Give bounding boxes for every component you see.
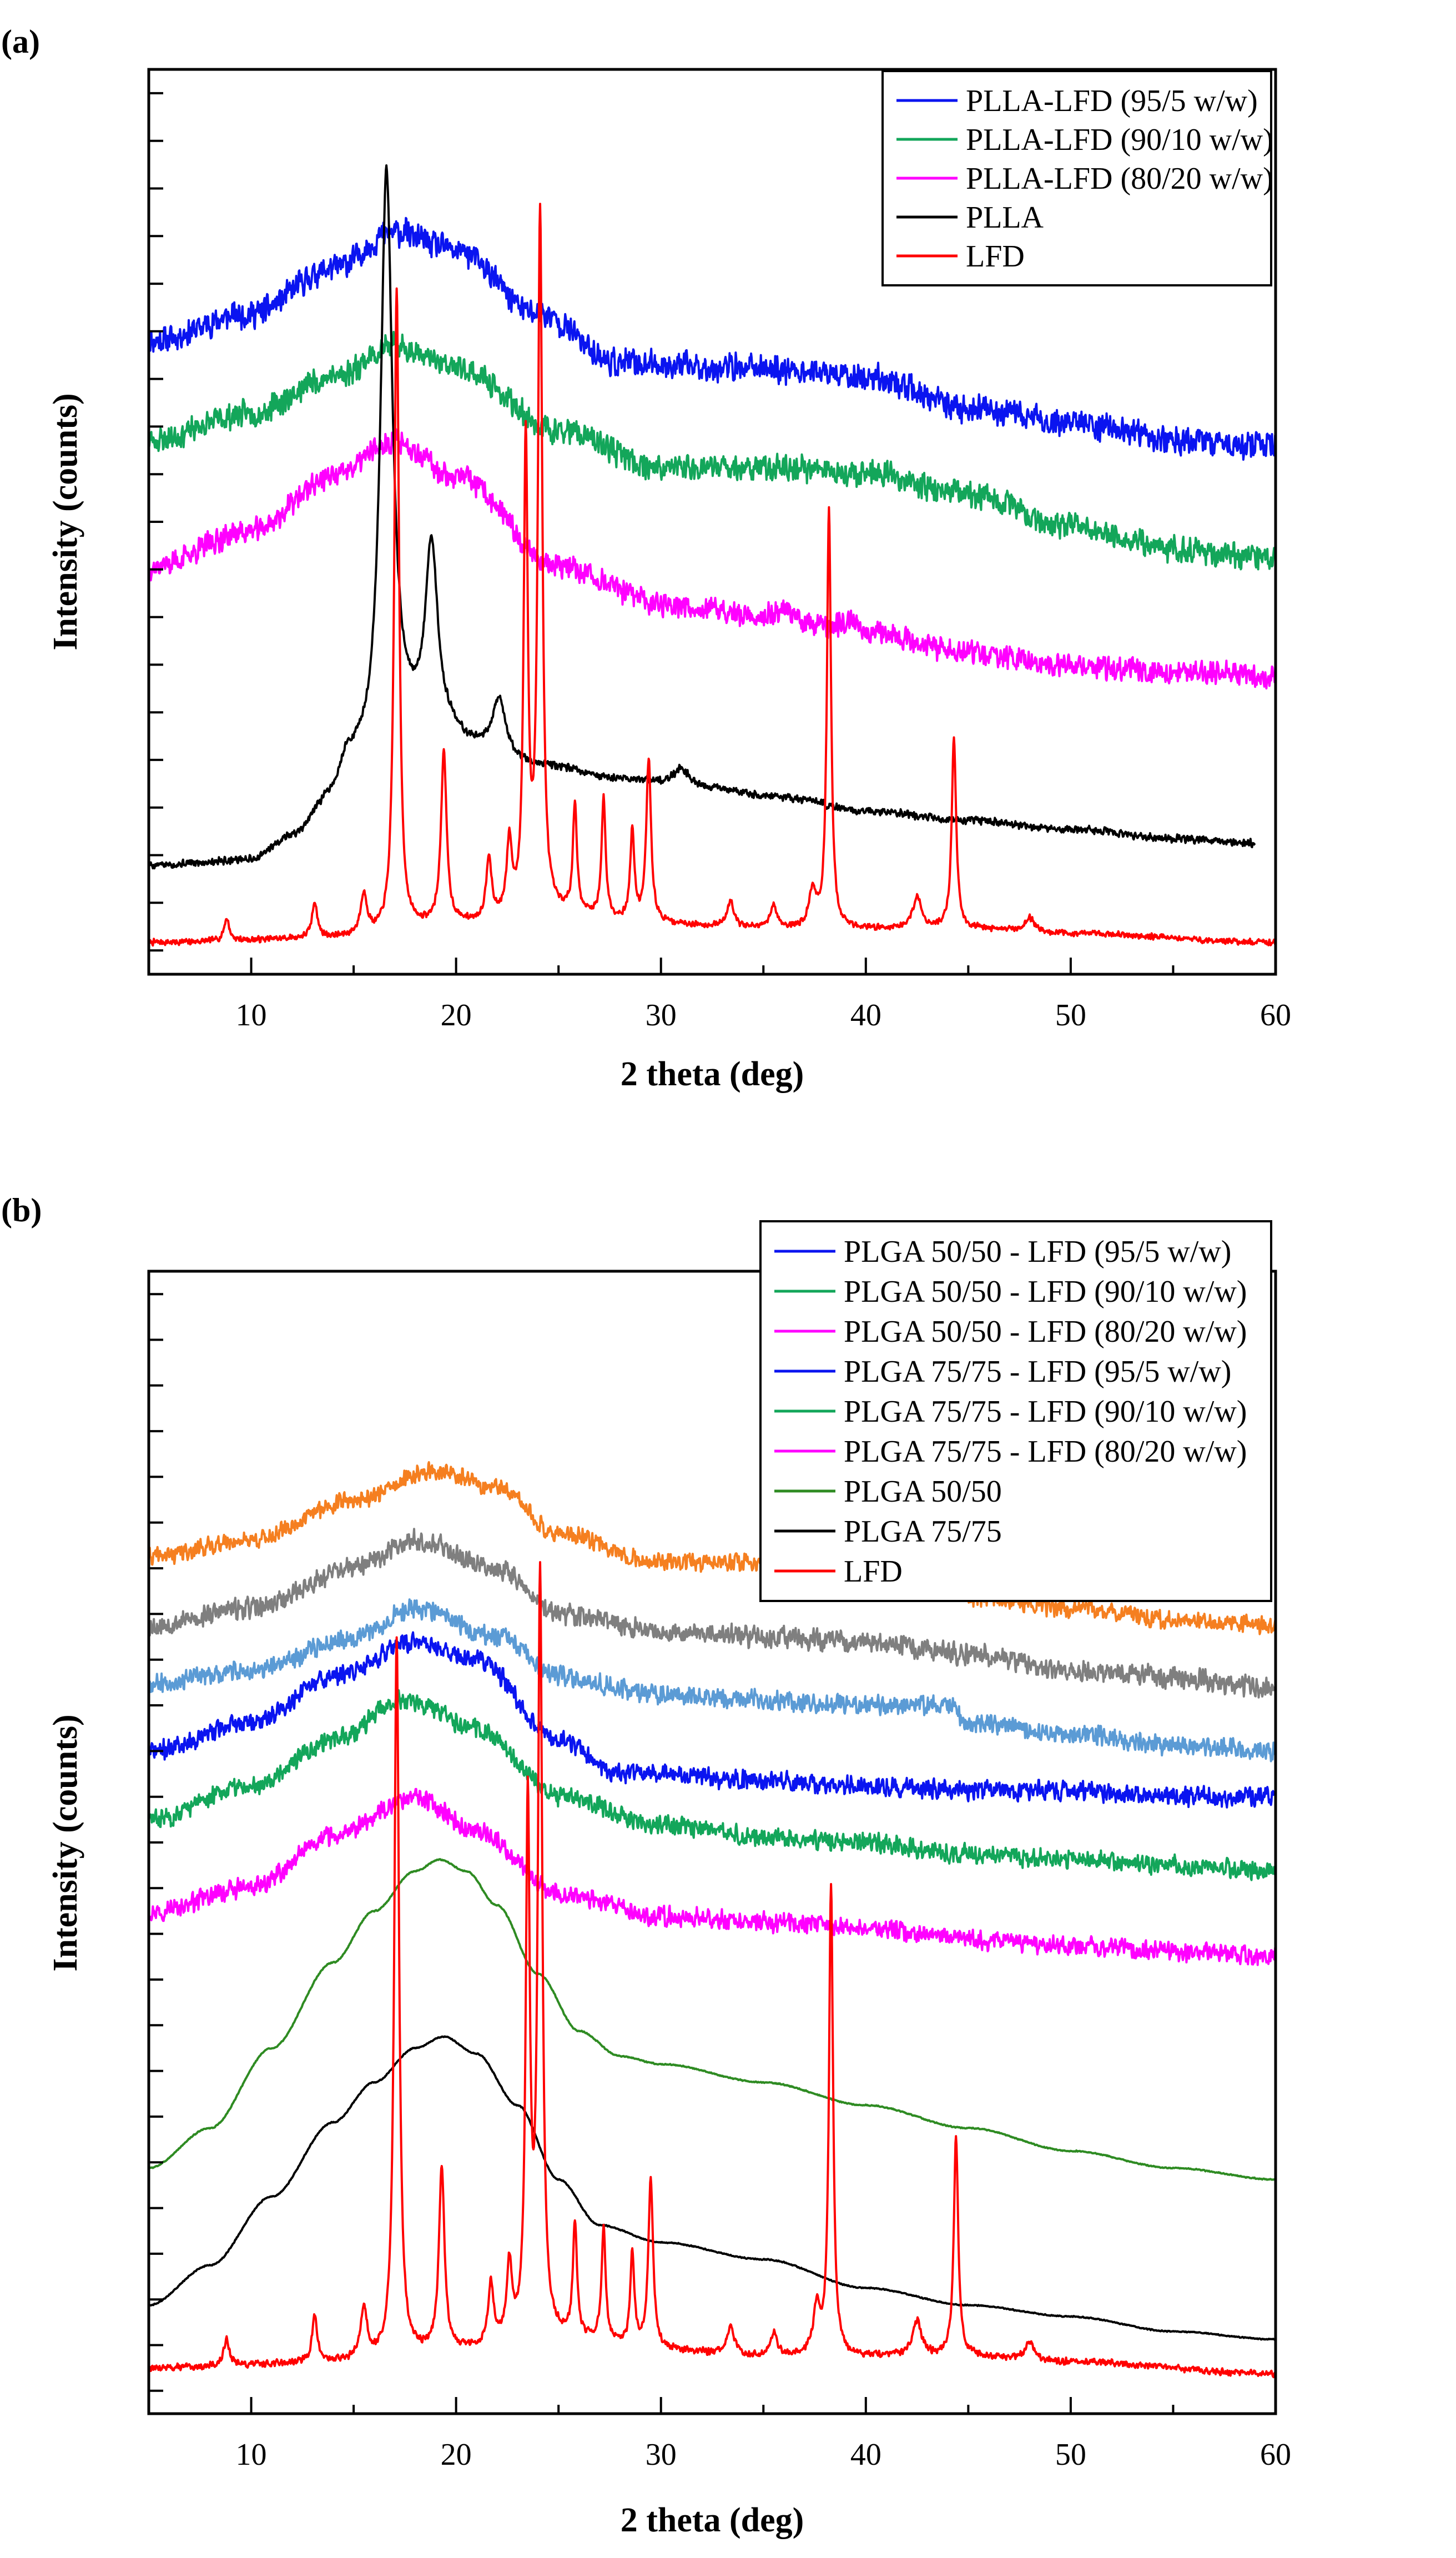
series-line-plga-75-75 bbox=[148, 2035, 1277, 2342]
panel-b-legend: PLGA 50/50 - LFD (95/5 w/w) PLGA 50/50 - … bbox=[759, 1220, 1272, 1602]
x-tick-label: 50 bbox=[1055, 2438, 1086, 2472]
x-tick-label: 60 bbox=[1260, 998, 1291, 1033]
series-line-lfd bbox=[148, 203, 1277, 947]
series-line-plga-75-75-lfd-95-5-w-w bbox=[148, 1631, 1277, 1809]
x-tick-label: 40 bbox=[850, 998, 881, 1033]
x-tick-label: 10 bbox=[236, 998, 267, 1033]
panel-a-y-axis-title: Intensity (counts) bbox=[47, 393, 84, 650]
panel-a-chart: (a) 10 20 30 40 50 60 2 theta (deg) Intensity… bbox=[1, 23, 1291, 1093]
legend-label-lfd: LFD bbox=[966, 239, 1025, 274]
panel-a-label: (a) bbox=[1, 23, 40, 60]
legend-label-plla-lfd-80-20-w-w: PLLA-LFD (80/20 w/w) bbox=[966, 162, 1273, 196]
legend-label-plga-50-50: PLGA 50/50 bbox=[844, 1474, 1002, 1509]
x-tick-label: 40 bbox=[850, 2438, 881, 2472]
legend-label-plga-50-50-lfd-80-20-w-w: PLGA 50/50 - LFD (80/20 w/w) bbox=[844, 1315, 1247, 1349]
series-line-plga-50-50-lfd-80-20-w-w bbox=[148, 1598, 1277, 1763]
panel-b-y-axis-title: Intensity (counts) bbox=[47, 1714, 84, 1971]
x-tick-label: 20 bbox=[441, 998, 472, 1033]
legend-label-plga-75-75-lfd-90-10-w-w: PLGA 75/75 - LFD (90/10 w/w) bbox=[844, 1394, 1247, 1429]
legend-label-plla: PLLA bbox=[966, 200, 1044, 235]
legend-label-plga-50-50-lfd-90-10-w-w: PLGA 50/50 - LFD (90/10 w/w) bbox=[844, 1275, 1247, 1309]
series-line-plga-75-75-lfd-90-10-w-w bbox=[148, 1689, 1277, 1881]
panel-b-x-axis-title: 2 theta (deg) bbox=[621, 2501, 804, 2539]
series-line-plga-75-75-lfd-80-20-w-w bbox=[148, 1787, 1277, 1966]
x-tick-label: 30 bbox=[646, 998, 677, 1033]
series-line-plga-50-50 bbox=[148, 1858, 1277, 2181]
series-line-lfd bbox=[148, 1561, 1277, 2379]
panel-b-label: (b) bbox=[1, 1192, 42, 1228]
legend-label-lfd: LFD bbox=[844, 1554, 903, 1589]
legend-label-plga-75-75: PLGA 75/75 bbox=[844, 1514, 1002, 1549]
panel-b-x-ticks: 10 20 30 40 50 60 bbox=[148, 2397, 1291, 2472]
legend-box bbox=[759, 1220, 1272, 1602]
series-line-plga-50-50-lfd-90-10-w-w bbox=[148, 1528, 1277, 1699]
x-tick-label: 30 bbox=[646, 2438, 677, 2472]
legend-label-plla-lfd-90-10-w-w: PLLA-LFD (90/10 w/w) bbox=[966, 123, 1273, 157]
series-line-plla-lfd-95-5-w-w bbox=[148, 216, 1277, 461]
series-line-plla-lfd-80-20-w-w bbox=[148, 427, 1277, 689]
series-line-plga-50-50-lfd-95-5-w-w bbox=[148, 1461, 1277, 1635]
legend-label-plla-lfd-95-5-w-w: PLLA-LFD (95/5 w/w) bbox=[966, 84, 1258, 118]
legend-label-plga-75-75-lfd-80-20-w-w: PLGA 75/75 - LFD (80/20 w/w) bbox=[844, 1434, 1247, 1469]
x-tick-label: 60 bbox=[1260, 2438, 1291, 2472]
panel-b-series-group bbox=[148, 1461, 1277, 2379]
x-tick-label: 50 bbox=[1055, 998, 1086, 1033]
panel-a-y-ticks bbox=[149, 92, 163, 952]
legend-label-plga-75-75-lfd-95-5-w-w: PLGA 75/75 - LFD (95/5 w/w) bbox=[844, 1354, 1231, 1389]
panel-b-chart: (b) 10 20 30 40 50 60 2 theta (deg) Intensity… bbox=[1, 1192, 1291, 2539]
series-line-plla bbox=[148, 164, 1256, 870]
panel-a-legend: PLLA-LFD (95/5 w/w) PLLA-LFD (90/10 w/w) P… bbox=[881, 70, 1273, 286]
x-tick-label: 20 bbox=[441, 2438, 472, 2472]
legend-label-plga-50-50-lfd-95-5-w-w: PLGA 50/50 - LFD (95/5 w/w) bbox=[844, 1235, 1231, 1269]
series-line-plla-lfd-90-10-w-w bbox=[148, 330, 1277, 571]
panel-a-series-group bbox=[148, 164, 1277, 947]
panel-b-y-ticks bbox=[149, 1293, 163, 2392]
panel-a-x-ticks: 10 20 30 40 50 60 bbox=[148, 958, 1291, 1033]
x-tick-label: 10 bbox=[236, 2438, 267, 2472]
panel-a-x-axis-title: 2 theta (deg) bbox=[621, 1055, 804, 1093]
